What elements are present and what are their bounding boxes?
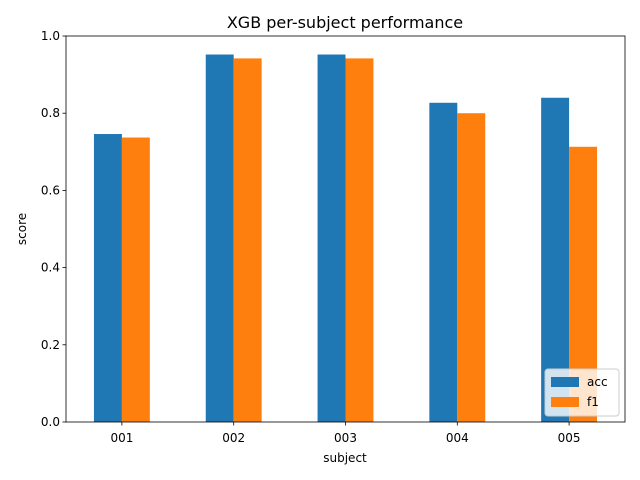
- y-tick-label: 0.8: [41, 106, 60, 120]
- y-tick-label: 0.2: [41, 338, 60, 352]
- legend-label-f1: f1: [587, 395, 599, 409]
- bar-f1-001: [121, 137, 150, 422]
- chart-title: XGB per-subject performance: [227, 13, 463, 32]
- legend-swatch-acc: [551, 377, 579, 387]
- y-tick-label: 0.0: [41, 415, 60, 429]
- x-axis-title: subject: [323, 451, 367, 465]
- y-tick-label: 1.0: [41, 29, 60, 43]
- plot-area: 0.0 0.2 0.4 0.6 0.8 1.0 001 002 003 004 005: [41, 29, 626, 445]
- bar-acc-001: [93, 134, 122, 423]
- bar-f1-002: [233, 58, 262, 422]
- x-tick-label: 002: [222, 431, 245, 445]
- legend-swatch-f1: [551, 397, 579, 407]
- legend: acc f1: [544, 368, 620, 417]
- bar-f1-003: [345, 58, 374, 422]
- bar-acc-003: [317, 54, 346, 422]
- bar-f1-004: [457, 113, 486, 422]
- bar-acc-005: [541, 97, 570, 422]
- bar-acc-004: [429, 102, 458, 422]
- legend-box: [544, 368, 620, 417]
- y-axis-title: score: [15, 213, 29, 245]
- y-tick-label: 0.6: [41, 183, 60, 197]
- bar-acc-002: [205, 54, 234, 422]
- x-tick-label: 001: [110, 431, 133, 445]
- x-tick-label: 003: [334, 431, 357, 445]
- x-tick-label: 004: [446, 431, 469, 445]
- legend-label-acc: acc: [587, 375, 608, 389]
- x-tick-label: 005: [558, 431, 581, 445]
- y-tick-label: 0.4: [41, 261, 60, 275]
